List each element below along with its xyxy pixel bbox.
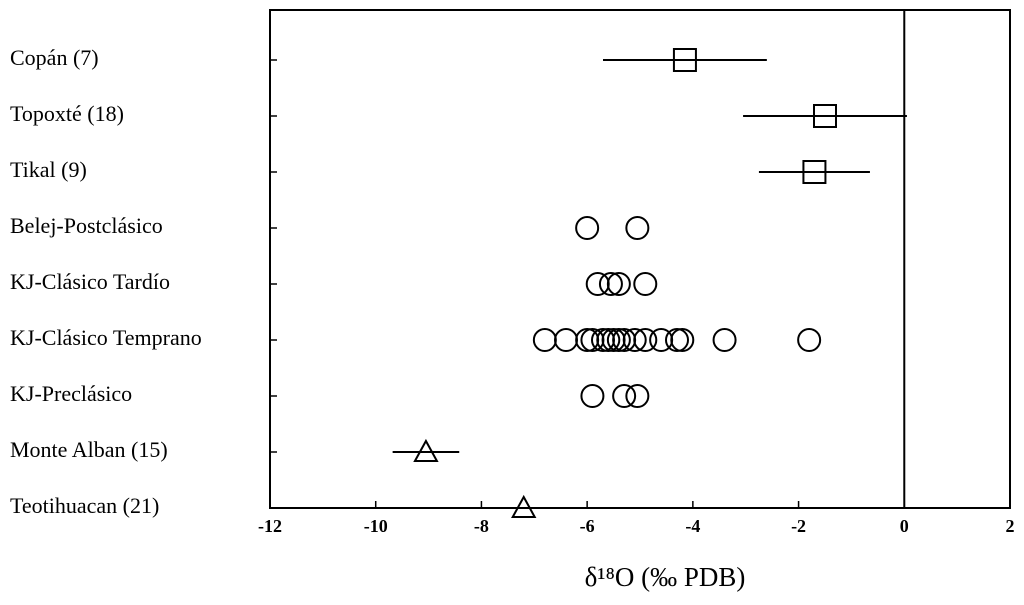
row-label: Topoxté (18) xyxy=(10,101,124,126)
row-label: Tikal (9) xyxy=(10,157,87,182)
row-label: Belej-Postclásico xyxy=(10,213,163,238)
circle-marker xyxy=(596,328,621,352)
circle-marker xyxy=(554,328,578,352)
circle-marker xyxy=(665,328,689,352)
circle-marker xyxy=(585,272,610,296)
square-marker xyxy=(672,48,697,72)
plot-frame xyxy=(269,9,1011,509)
square-marker xyxy=(802,160,827,184)
row-label: Teotihuacan (21) xyxy=(10,493,159,518)
x-tick-label: -2 xyxy=(791,516,806,536)
circle-marker xyxy=(532,328,557,352)
x-tick-label: -8 xyxy=(474,516,489,536)
circle-marker xyxy=(622,328,647,352)
square-marker xyxy=(813,104,837,128)
circle-marker xyxy=(606,328,631,352)
x-tick-label: -10 xyxy=(364,516,388,536)
row-label: Copán (7) xyxy=(10,45,99,70)
circle-marker xyxy=(625,216,650,240)
circle-marker xyxy=(712,328,737,352)
row-label: KJ-Preclásico xyxy=(10,381,132,406)
row-label: KJ-Clásico Temprano xyxy=(10,325,202,350)
circle-marker xyxy=(633,328,658,352)
circle-marker xyxy=(797,328,822,352)
circle-marker xyxy=(606,272,631,296)
circle-marker xyxy=(580,384,605,408)
x-tick-label: 2 xyxy=(1006,516,1015,536)
circle-marker xyxy=(670,328,695,352)
circle-marker xyxy=(598,272,623,296)
triangle-marker xyxy=(413,438,439,462)
row-label: Monte Alban (15) xyxy=(10,437,168,462)
x-axis-label: δ¹⁸O (‰ PDB) xyxy=(585,562,746,592)
circle-marker xyxy=(633,272,658,296)
row-label: KJ-Clásico Tardío xyxy=(10,269,170,294)
circle-marker xyxy=(612,384,637,408)
triangle-marker xyxy=(511,494,537,518)
x-tick-label: -12 xyxy=(258,516,282,536)
x-tick-label: -4 xyxy=(685,516,700,536)
circle-marker xyxy=(575,216,600,240)
circle-marker xyxy=(625,384,650,408)
x-tick-label: 0 xyxy=(900,516,909,536)
x-tick-label: -6 xyxy=(580,516,595,536)
